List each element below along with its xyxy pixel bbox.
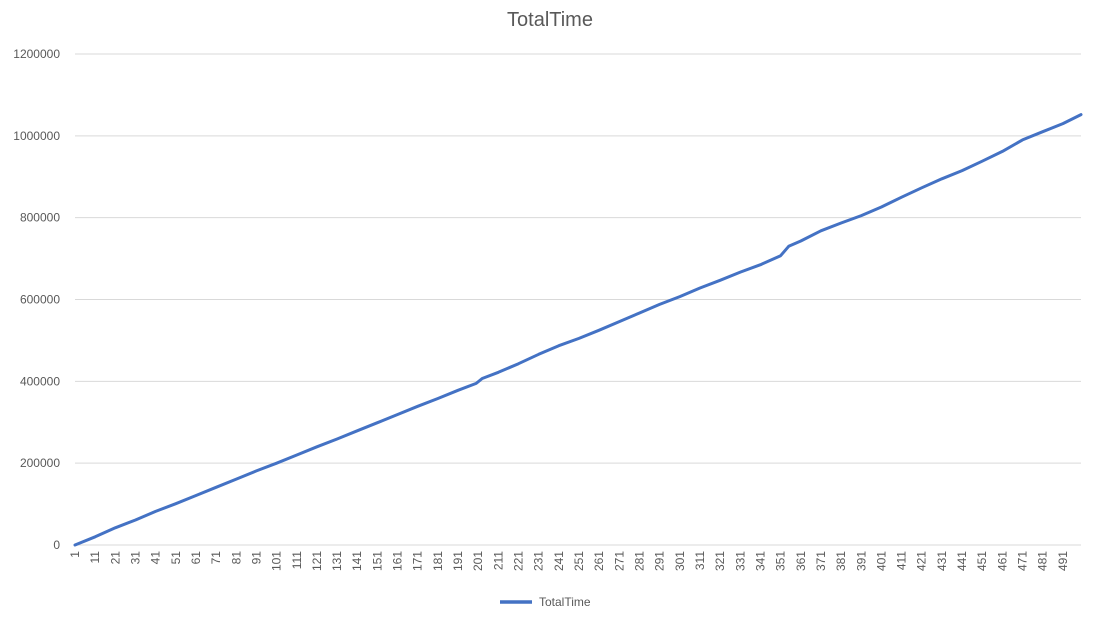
x-tick-label: 391 (854, 551, 868, 571)
series-line-totaltime (73, 113, 1083, 547)
x-tick-label: 441 (955, 551, 969, 571)
chart-title: TotalTime (507, 9, 593, 31)
x-tick-label: 31 (128, 551, 142, 565)
x-tick-label: 161 (391, 551, 405, 571)
x-tick-label: 111 (290, 551, 304, 570)
x-tick-label: 361 (794, 551, 808, 571)
x-tick-label: 431 (935, 551, 949, 571)
x-tick-label: 51 (169, 551, 183, 565)
x-tick-label: 171 (411, 551, 425, 571)
x-tick-label: 141 (350, 551, 364, 571)
x-tick-label: 491 (1056, 551, 1070, 571)
x-tick-label: 291 (653, 551, 667, 571)
x-tick-label: 71 (209, 551, 223, 565)
x-tick-label: 61 (189, 551, 203, 565)
x-tick-label: 281 (632, 551, 646, 571)
x-tick-label: 1 (68, 551, 82, 558)
x-tick-label: 261 (592, 551, 606, 571)
y-tick-label: 400000 (20, 374, 60, 388)
y-tick-label: 600000 (20, 293, 60, 307)
y-tick-label: 200000 (20, 456, 60, 470)
legend: TotalTime (500, 595, 591, 609)
x-tick-label: 301 (673, 551, 687, 571)
x-tick-label: 451 (975, 551, 989, 571)
x-tick-label: 121 (310, 551, 324, 571)
grid-lines (75, 53, 1081, 546)
x-tick-label: 371 (814, 551, 828, 571)
x-tick-label: 131 (330, 551, 344, 571)
legend-label-totaltime: TotalTime (539, 595, 591, 609)
x-tick-label: 101 (270, 551, 284, 571)
x-tick-label: 311 (693, 551, 707, 570)
x-tick-label: 221 (512, 551, 526, 571)
x-tick-label: 321 (713, 551, 727, 571)
x-tick-label: 21 (108, 551, 122, 565)
y-tick-label: 0 (53, 538, 60, 552)
series-layer (73, 113, 1083, 547)
x-tick-label: 241 (552, 551, 566, 571)
x-tick-label: 471 (1016, 551, 1030, 571)
x-tick-label: 351 (774, 551, 788, 571)
x-tick-label: 11 (88, 551, 102, 564)
x-tick-label: 211 (491, 551, 505, 570)
x-tick-label: 91 (249, 551, 263, 565)
y-tick-label: 1000000 (13, 129, 60, 143)
y-tick-label: 1200000 (13, 47, 60, 61)
x-tick-label: 201 (471, 551, 485, 571)
y-tick-label: 800000 (20, 211, 60, 225)
x-tick-label: 331 (733, 551, 747, 571)
x-tick-label: 231 (532, 551, 546, 571)
x-axis-ticks: 1 11 21 31 41 51 61 71 81 91 101 111 121 131 141 151 161… (68, 551, 1070, 571)
x-tick-label: 411 (895, 551, 909, 570)
x-tick-label: 481 (1036, 551, 1050, 571)
x-tick-label: 341 (753, 551, 767, 571)
x-tick-label: 421 (915, 551, 929, 571)
x-tick-label: 381 (834, 551, 848, 571)
x-tick-label: 191 (451, 551, 465, 571)
x-tick-label: 271 (612, 551, 626, 571)
x-tick-label: 401 (874, 551, 888, 571)
x-tick-label: 251 (572, 551, 586, 571)
x-tick-label: 81 (229, 551, 243, 565)
x-tick-label: 461 (995, 551, 1009, 571)
x-tick-label: 151 (370, 551, 384, 571)
x-tick-label: 181 (431, 551, 445, 571)
x-tick-label: 41 (149, 551, 163, 565)
y-axis-ticks: 0 200000 400000 600000 800000 1000000 1200000 (13, 47, 60, 552)
